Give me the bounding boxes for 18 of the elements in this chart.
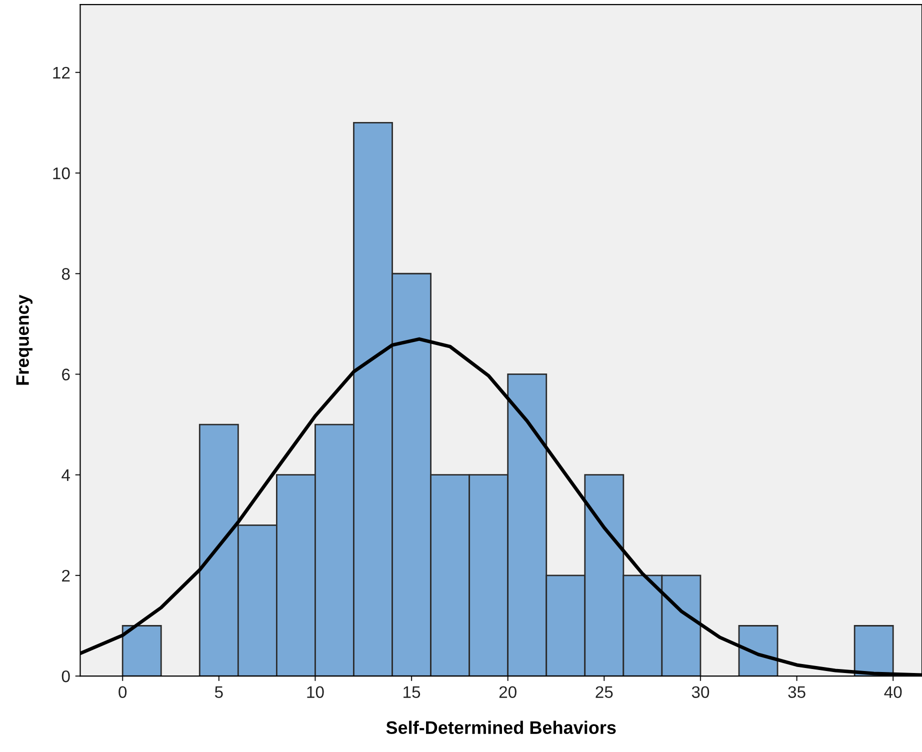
y-tick-label: 12 bbox=[53, 66, 70, 78]
x-tick-label: 10 bbox=[307, 686, 324, 698]
y-tick-label: 2 bbox=[62, 570, 70, 582]
x-tick-label: 25 bbox=[596, 686, 613, 698]
x-tick-label: 20 bbox=[499, 686, 516, 698]
x-tick-label: 30 bbox=[692, 686, 710, 698]
x-tick-label: 15 bbox=[404, 686, 420, 698]
y-tick-label: 8 bbox=[62, 268, 70, 280]
y-tick-label: 10 bbox=[53, 167, 70, 180]
x-axis-title: Self-Determined Behaviors bbox=[386, 720, 616, 734]
x-tick-label: 0 bbox=[118, 686, 127, 698]
y-tick-label: 4 bbox=[62, 469, 70, 481]
x-tick-label: 35 bbox=[788, 686, 806, 698]
y-tick-label: 0 bbox=[62, 670, 70, 682]
y-tick-label: 6 bbox=[62, 368, 70, 380]
y-axis-title: Frequency bbox=[16, 294, 33, 385]
x-tick-label: 5 bbox=[214, 686, 223, 698]
x-tick-label: 40 bbox=[884, 686, 902, 698]
